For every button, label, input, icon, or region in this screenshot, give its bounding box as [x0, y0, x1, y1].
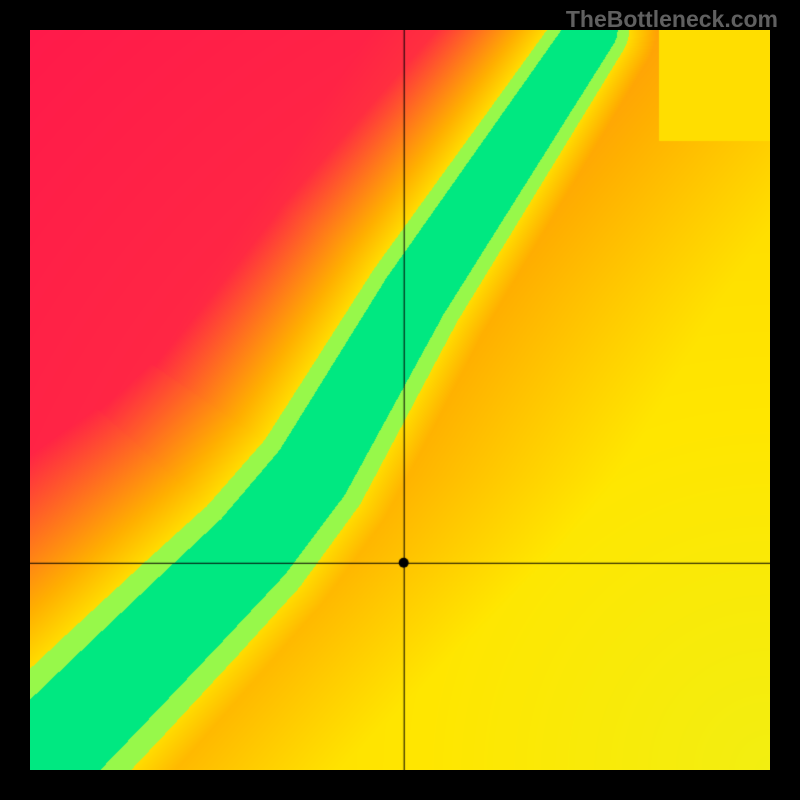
bottleneck-heatmap [30, 30, 770, 770]
watermark-text: TheBottleneck.com [566, 6, 778, 33]
